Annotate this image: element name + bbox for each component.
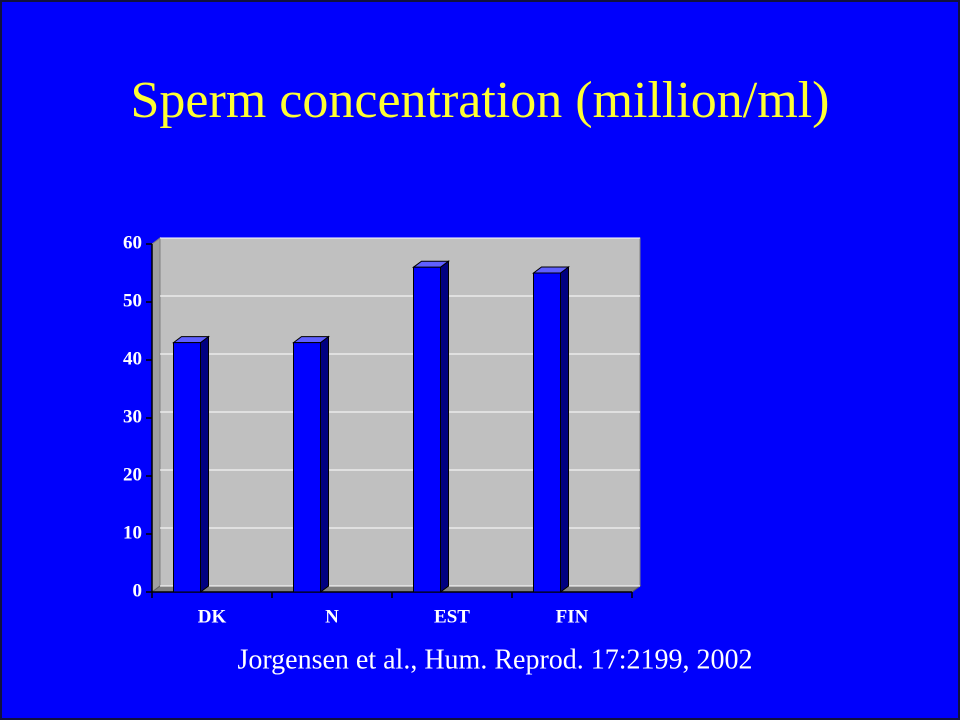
y-tick-label: 10 [123, 522, 142, 543]
x-tick-label: DK [198, 606, 227, 627]
bar [173, 342, 201, 593]
bar [533, 272, 561, 593]
bar [293, 342, 321, 593]
bar-side [560, 266, 569, 593]
y-tick-label: 40 [123, 348, 142, 369]
bar-side [320, 335, 329, 593]
bar [413, 266, 441, 593]
bar-side [440, 260, 449, 593]
bar-side [200, 335, 209, 593]
y-tick-label: 30 [123, 406, 142, 427]
x-tick-label: FIN [556, 606, 589, 627]
y-tick-label: 0 [133, 580, 143, 601]
y-tick-label: 60 [123, 232, 142, 253]
plot-side-wall [151, 237, 161, 593]
x-tick-label: N [325, 606, 339, 627]
chart-title: Sperm concentration (million/ml) [131, 72, 830, 129]
source-caption: Jorgensen et al., Hum. Reprod. 17:2199, … [237, 644, 752, 675]
y-tick-label: 20 [123, 464, 142, 485]
y-tick-label: 50 [123, 290, 142, 311]
x-tick-label: EST [434, 606, 470, 627]
